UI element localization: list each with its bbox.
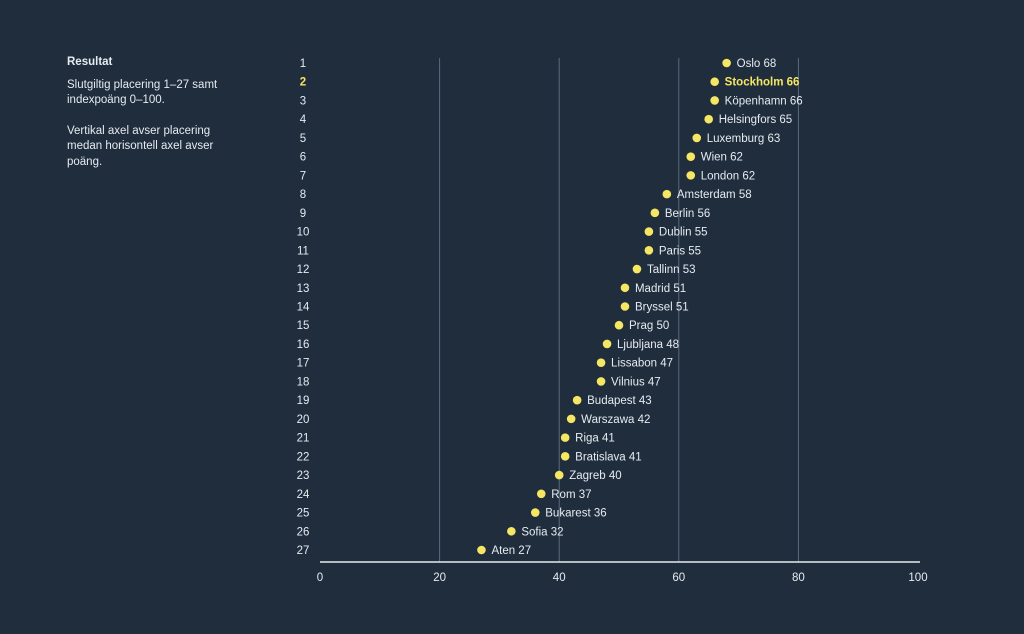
data-point-bukarest [530,508,540,517]
data-point-madrid [620,283,630,293]
data-point-sofia [507,526,516,536]
data-point-tallinn [632,264,642,274]
y-tick-label: 2 [300,77,306,89]
y-tick-label: 14 [297,302,310,314]
data-label: Amsterdam 58 [677,189,752,201]
data-point-rom [536,489,546,499]
data-label: Dublin 55 [659,227,708,239]
data-label: Budapest 43 [587,395,652,407]
data-point-lissabon [596,358,606,367]
panel-axis-note: Vertikal axel avser placering medan hori… [67,124,214,168]
data-label: Paris 55 [659,245,701,257]
data-label: Riga 41 [575,433,615,445]
y-tick-label: 21 [297,433,310,445]
data-label: Aten 27 [491,545,531,557]
data-point-köpenhamn [710,96,719,105]
data-point-aten [477,545,486,555]
data-points: Oslo 68 Stockholm 66 Köpenhamn 66 Helsingfo… [477,58,803,557]
score-axis: 0 20 40 60 80 100 [317,561,928,584]
data-point-vilnius [596,377,606,386]
data-point-amsterdam [662,189,672,199]
panel-title: Resultat [67,56,113,68]
data-point-budapest [572,395,582,405]
y-tick-label: 22 [297,451,310,463]
x-tick-label: 40 [553,572,566,584]
y-tick-label: 27 [297,545,310,557]
data-label: Wien 62 [701,152,743,164]
y-tick-label: 23 [297,470,310,482]
data-label: Luxemburg 63 [707,133,781,145]
x-tick-label: 60 [672,572,685,584]
data-point-wien [686,152,696,161]
y-tick-label: 24 [297,489,310,501]
data-point-warszawa [566,414,576,424]
y-tick-label: 13 [297,283,310,295]
y-tick-label: 10 [297,227,310,239]
panel-description: Slutgiltig placering 1–27 samt indexpoän… [67,78,218,107]
y-tick-label: 11 [297,245,309,257]
legend-panel: Resultat Slutgiltig placering 1–27 samt … [67,55,237,185]
x-tick-label: 80 [792,572,805,584]
data-label: Köpenhamn 66 [725,95,803,107]
data-label: Rom 37 [551,489,591,501]
data-point-bratislava [560,452,570,461]
y-tick-label: 20 [297,414,310,426]
data-label: Warszawa 42 [581,414,650,426]
y-tick-label: 17 [297,358,310,370]
data-point-paris [644,246,654,255]
data-point-dublin [644,227,654,236]
data-point-berlin [650,208,660,218]
data-label: Berlin 56 [665,208,710,220]
data-label: Tallinn 53 [647,264,696,276]
x-tick-label: 20 [433,572,446,584]
rank-axis: 1234567891011121314151617181920212223242… [297,58,310,557]
y-tick-label: 7 [300,170,306,182]
data-point-prag [614,320,624,330]
data-label: Bryssel 51 [635,302,689,314]
data-point-bryssel [620,302,630,311]
y-tick-label: 1 [300,58,306,70]
data-label: Vilnius 47 [611,376,661,388]
x-tick-label: 0 [317,572,323,584]
y-tick-label: 18 [297,376,310,388]
y-tick-label: 12 [297,264,310,276]
y-tick-label: 25 [297,508,310,520]
data-point-london [686,171,696,180]
data-label: Sofia 32 [521,526,563,538]
data-label: Bukarest 36 [545,508,606,520]
data-point-oslo [722,58,731,68]
data-label: Ljubljana 48 [617,339,679,351]
y-tick-label: 16 [297,339,310,351]
y-tick-label: 6 [300,152,306,164]
data-label: Lissabon 47 [611,358,673,370]
data-label: Bratislava 41 [575,451,641,463]
data-point-luxemburg [692,133,702,143]
x-tick-label: 100 [908,572,927,584]
y-tick-label: 5 [300,133,306,145]
data-label: Prag 50 [629,320,669,332]
data-point-zagreb [554,470,564,480]
y-tick-label: 19 [297,395,310,407]
data-point-stockholm [710,77,719,87]
data-label: Stockholm 66 [725,77,800,89]
data-point-helsingfors [704,114,713,124]
data-label: Madrid 51 [635,283,686,295]
y-tick-label: 4 [300,114,307,126]
data-label: Oslo 68 [737,58,777,70]
data-point-riga [560,433,570,442]
data-label: London 62 [701,170,755,182]
data-label: Helsingfors 65 [719,114,793,126]
y-tick-label: 3 [300,95,306,107]
data-point-ljubljana [602,339,612,349]
data-label: Zagreb 40 [569,470,621,482]
y-tick-label: 8 [300,189,306,201]
y-tick-label: 26 [297,526,310,538]
y-tick-label: 15 [297,320,310,332]
y-tick-label: 9 [300,208,306,220]
